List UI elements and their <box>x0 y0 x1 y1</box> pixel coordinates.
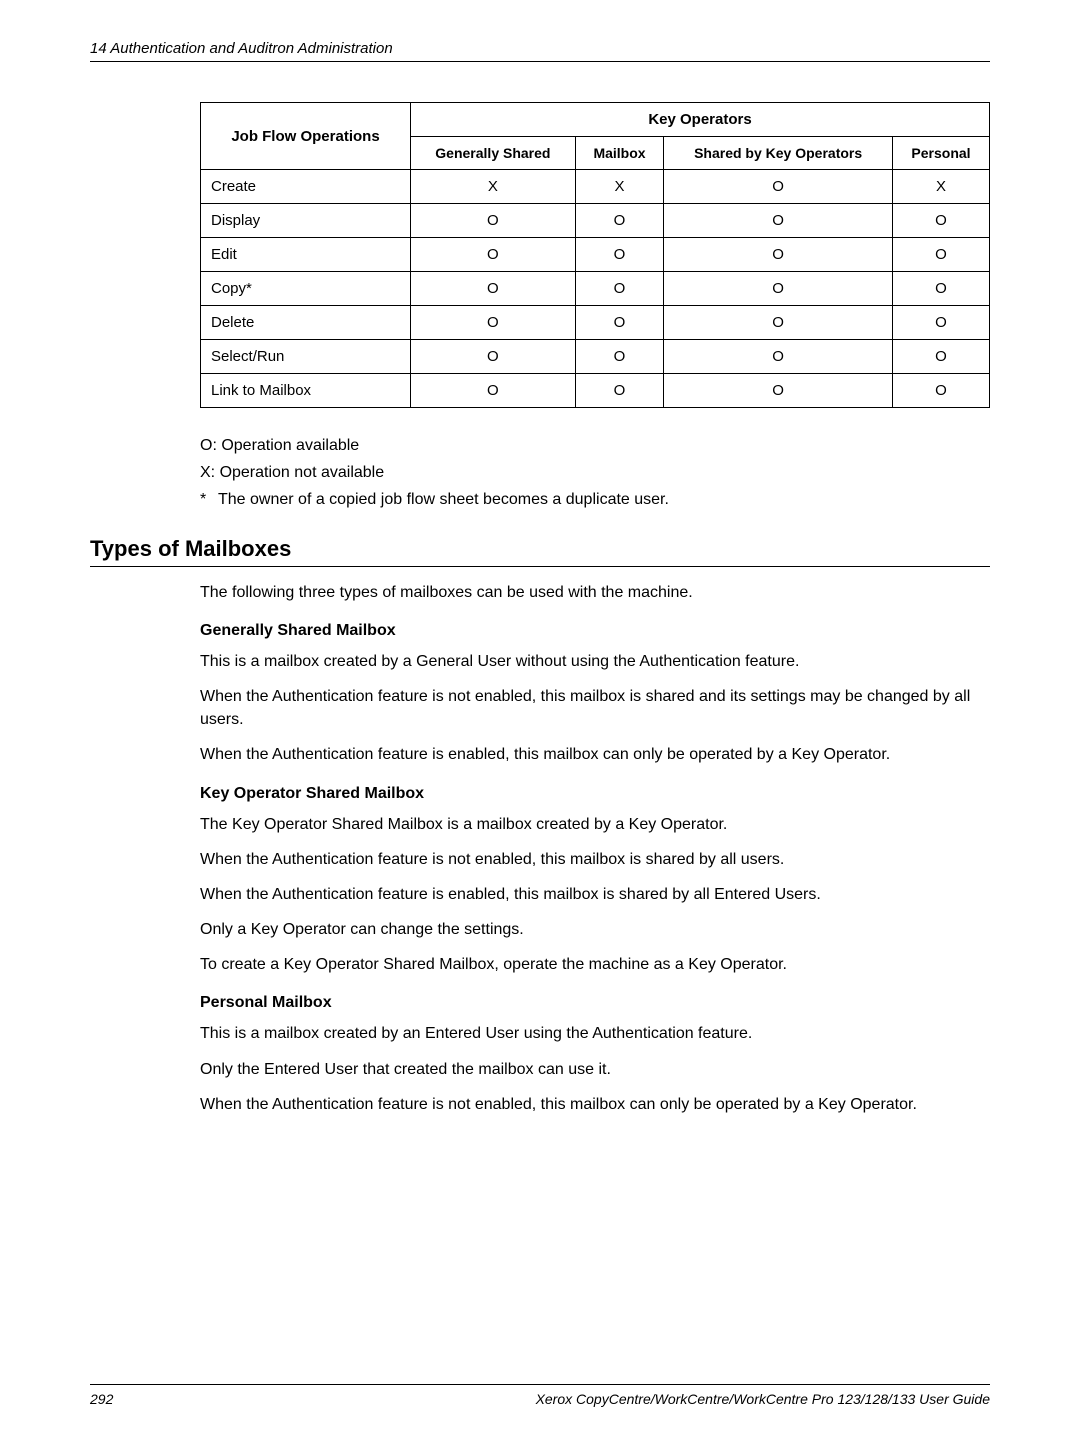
th-key-operators: Key Operators <box>411 103 990 137</box>
gsm-p2: When the Authentication feature is not e… <box>200 685 990 731</box>
legend: O: Operation available X: Operation not … <box>200 432 990 514</box>
page-number: 292 <box>90 1391 113 1407</box>
cell: O <box>893 374 990 408</box>
cell: O <box>575 204 663 238</box>
cell: O <box>575 272 663 306</box>
th-col-3: Personal <box>893 137 990 170</box>
legend-star: * The owner of a copied job flow sheet b… <box>200 486 990 513</box>
cell: O <box>664 238 893 272</box>
th-col-0: Generally Shared <box>411 137 576 170</box>
page-header: 14 Authentication and Auditron Administr… <box>90 40 990 62</box>
legend-o: O: Operation available <box>200 432 990 459</box>
cell: O <box>411 238 576 272</box>
cell: O <box>575 340 663 374</box>
cell: O <box>664 204 893 238</box>
row-label: Create <box>201 170 411 204</box>
row-label: Copy* <box>201 272 411 306</box>
cell: O <box>664 340 893 374</box>
pm-heading: Personal Mailbox <box>200 994 990 1012</box>
cell: O <box>411 306 576 340</box>
operations-table: Job Flow Operations Key Operators Genera… <box>200 102 990 408</box>
legend-star-text: The owner of a copied job flow sheet bec… <box>218 486 669 513</box>
cell: O <box>893 272 990 306</box>
row-label: Select/Run <box>201 340 411 374</box>
th-col-1: Mailbox <box>575 137 663 170</box>
legend-x: X: Operation not available <box>200 459 990 486</box>
table-row: Select/Run O O O O <box>201 340 990 374</box>
kosm-p5: To create a Key Operator Shared Mailbox,… <box>200 953 990 976</box>
cell: O <box>411 272 576 306</box>
row-label: Link to Mailbox <box>201 374 411 408</box>
intro-text: The following three types of mailboxes c… <box>200 581 990 604</box>
operations-table-wrap: Job Flow Operations Key Operators Genera… <box>200 102 990 408</box>
cell: O <box>411 204 576 238</box>
row-label: Edit <box>201 238 411 272</box>
cell: O <box>664 272 893 306</box>
table-row: Edit O O O O <box>201 238 990 272</box>
cell: O <box>411 340 576 374</box>
intro-paragraph: The following three types of mailboxes c… <box>200 581 990 604</box>
gsm-p1: This is a mailbox created by a General U… <box>200 650 990 673</box>
cell: O <box>893 306 990 340</box>
cell: O <box>575 374 663 408</box>
table-body: Create X X O X Display O O O O Edit O O … <box>201 170 990 408</box>
cell: O <box>664 374 893 408</box>
page-footer: 292 Xerox CopyCentre/WorkCentre/WorkCent… <box>90 1384 990 1407</box>
cell: X <box>411 170 576 204</box>
kosm-p4: Only a Key Operator can change the setti… <box>200 918 990 941</box>
kosm-p1: The Key Operator Shared Mailbox is a mai… <box>200 813 990 836</box>
kosm-p2: When the Authentication feature is not e… <box>200 848 990 871</box>
section-heading: Types of Mailboxes <box>90 536 990 567</box>
cell: O <box>893 238 990 272</box>
table-row: Display O O O O <box>201 204 990 238</box>
th-col-2: Shared by Key Operators <box>664 137 893 170</box>
pm-body: This is a mailbox created by an Entered … <box>200 1022 990 1116</box>
cell: O <box>411 374 576 408</box>
table-row: Create X X O X <box>201 170 990 204</box>
table-row: Delete O O O O <box>201 306 990 340</box>
cell: O <box>575 306 663 340</box>
kosm-p3: When the Authentication feature is enabl… <box>200 883 990 906</box>
pm-p2: Only the Entered User that created the m… <box>200 1058 990 1081</box>
row-label: Delete <box>201 306 411 340</box>
cell: X <box>575 170 663 204</box>
row-label: Display <box>201 204 411 238</box>
kosm-heading: Key Operator Shared Mailbox <box>200 785 990 803</box>
cell: X <box>893 170 990 204</box>
gsm-body: This is a mailbox created by a General U… <box>200 650 990 767</box>
table-row: Copy* O O O O <box>201 272 990 306</box>
cell: O <box>893 340 990 374</box>
pm-p1: This is a mailbox created by an Entered … <box>200 1022 990 1045</box>
gsm-heading: Generally Shared Mailbox <box>200 622 990 640</box>
cell: O <box>893 204 990 238</box>
cell: O <box>575 238 663 272</box>
star-symbol: * <box>200 486 218 513</box>
gsm-p3: When the Authentication feature is enabl… <box>200 743 990 766</box>
kosm-body: The Key Operator Shared Mailbox is a mai… <box>200 813 990 977</box>
pm-p3: When the Authentication feature is not e… <box>200 1093 990 1116</box>
cell: O <box>664 306 893 340</box>
table-row: Link to Mailbox O O O O <box>201 374 990 408</box>
cell: O <box>664 170 893 204</box>
th-jobflow: Job Flow Operations <box>201 103 411 170</box>
footer-title: Xerox CopyCentre/WorkCentre/WorkCentre P… <box>536 1391 990 1407</box>
